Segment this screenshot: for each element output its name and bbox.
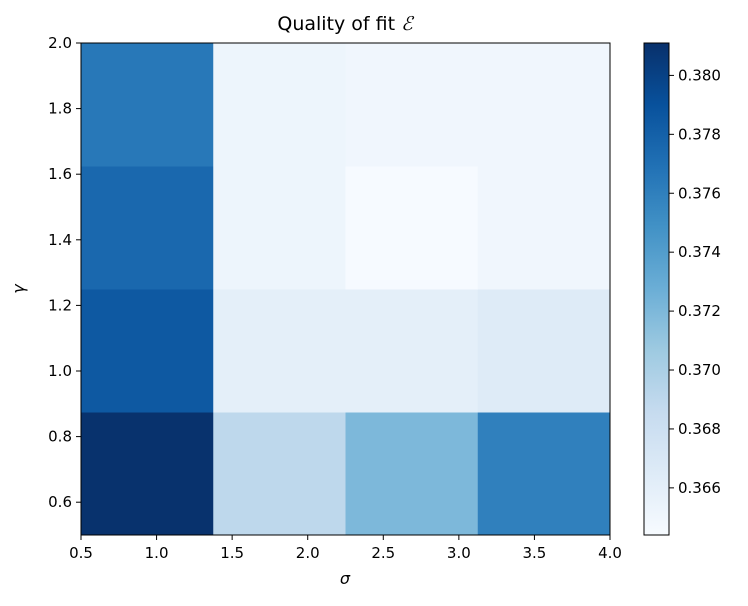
chart-title: Quality of fit ℰ	[277, 13, 415, 35]
heatmap-cell-r3-c3	[477, 43, 611, 167]
heatmap-cell-r1-c3	[477, 289, 611, 413]
y-axis: 0.6 0.8 1.0 1.2 1.4 1.6 1.8 2.0	[48, 34, 81, 511]
y-tick-label: 1.4	[48, 231, 72, 249]
heatmap-cell-r1-c1	[213, 289, 346, 413]
y-tick-label: 0.6	[48, 493, 72, 511]
colorbar-tick-label: 0.380	[678, 66, 721, 84]
x-axis-label: σ	[340, 569, 351, 588]
x-tick-label: 3.5	[522, 544, 546, 562]
colorbar-tick-label: 0.368	[678, 420, 721, 438]
heatmap-cells	[81, 43, 611, 536]
heatmap-cell-r1-c0	[81, 289, 214, 413]
y-tick-label: 1.8	[48, 100, 72, 118]
colorbar-tick-label: 0.372	[678, 302, 721, 320]
x-tick-label: 4.0	[598, 544, 622, 562]
y-tick-label: 1.0	[48, 362, 72, 380]
colorbar-tick-label: 0.366	[678, 479, 721, 497]
heatmap-cell-r3-c0	[81, 43, 214, 167]
x-tick-label: 0.5	[69, 544, 93, 562]
colorbar-tick-label: 0.370	[678, 361, 721, 379]
y-axis-label: γ	[9, 283, 28, 294]
heatmap-cell-r3-c2	[345, 43, 479, 167]
chart-title-symbol: ℰ	[401, 13, 415, 35]
plot-frame	[80, 42, 611, 536]
chart-title-text: Quality of fit	[277, 13, 401, 35]
colorbar-tick-label: 0.378	[678, 125, 721, 143]
y-tick-label: 0.8	[48, 428, 72, 446]
x-tick-label: 2.5	[371, 544, 395, 562]
heatmap-cell-r2-c0	[81, 166, 214, 290]
heatmap-cell-r0-c2	[345, 412, 479, 536]
x-tick-label: 2.0	[296, 544, 320, 562]
colorbar-tick-label: 0.374	[678, 243, 721, 261]
x-axis: 0.5 1.0 1.5 2.0 2.5 3.0 3.5 4.0	[69, 535, 622, 562]
x-tick-label: 1.0	[145, 544, 169, 562]
y-tick-label: 2.0	[48, 34, 72, 52]
x-tick-label: 3.0	[447, 544, 471, 562]
y-tick-label: 1.2	[48, 296, 72, 314]
colorbar-axis: 0.366 0.368 0.370 0.372 0.374 0.376 0.378 0.380	[669, 66, 721, 497]
colorbar-tick-label: 0.376	[678, 184, 721, 202]
x-tick-label: 1.5	[220, 544, 244, 562]
heatmap-cell-r0-c0	[81, 412, 214, 536]
heatmap-cell-r0-c3	[477, 412, 611, 536]
heatmap-cell-r2-c2	[345, 166, 479, 290]
heatmap-cell-r1-c2	[345, 289, 479, 413]
y-tick-label: 1.6	[48, 165, 72, 183]
heatmap-cell-r0-c1	[213, 412, 346, 536]
heatmap-cell-r2-c3	[477, 166, 611, 290]
heatmap-cell-r3-c1	[213, 43, 346, 167]
heatmap-cell-r2-c1	[213, 166, 346, 290]
colorbar	[643, 42, 670, 536]
